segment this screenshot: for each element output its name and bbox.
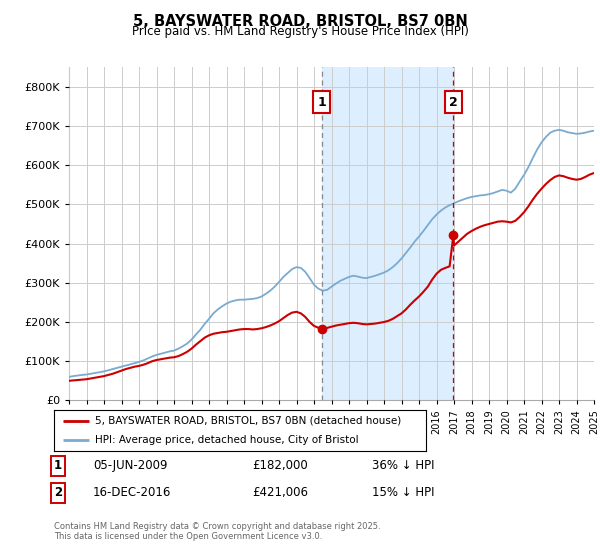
Text: 36% ↓ HPI: 36% ↓ HPI [372,459,434,473]
Text: £421,006: £421,006 [252,486,308,500]
Text: £182,000: £182,000 [252,459,308,473]
Text: 5, BAYSWATER ROAD, BRISTOL, BS7 0BN (detached house): 5, BAYSWATER ROAD, BRISTOL, BS7 0BN (det… [95,416,401,426]
Text: 15% ↓ HPI: 15% ↓ HPI [372,486,434,500]
Text: 1: 1 [54,459,62,473]
Text: 16-DEC-2016: 16-DEC-2016 [93,486,172,500]
Text: Contains HM Land Registry data © Crown copyright and database right 2025.
This d: Contains HM Land Registry data © Crown c… [54,522,380,542]
Text: 05-JUN-2009: 05-JUN-2009 [93,459,167,473]
Text: HPI: Average price, detached house, City of Bristol: HPI: Average price, detached house, City… [95,435,359,445]
Text: 2: 2 [54,486,62,500]
Bar [322,67,454,400]
Text: 5, BAYSWATER ROAD, BRISTOL, BS7 0BN: 5, BAYSWATER ROAD, BRISTOL, BS7 0BN [133,14,467,29]
Text: 1: 1 [317,96,326,109]
Text: 2: 2 [449,96,458,109]
Text: Price paid vs. HM Land Registry's House Price Index (HPI): Price paid vs. HM Land Registry's House … [131,25,469,38]
